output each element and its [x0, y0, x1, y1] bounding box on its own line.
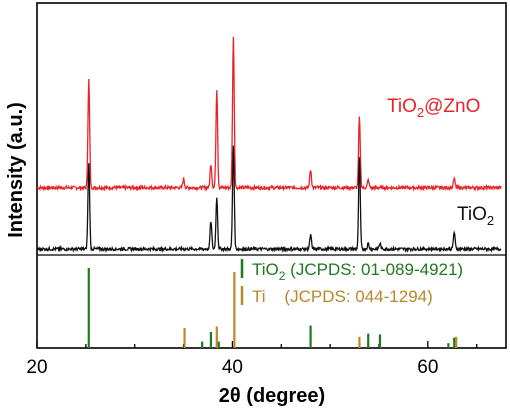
series-layer	[36, 36, 502, 254]
ref-label-tio2: TiO2 (JCPDS: 01-089-4921)	[252, 260, 463, 283]
series-tio2	[36, 145, 502, 254]
x-tick-label: 40	[222, 357, 243, 378]
x-tick-label: 20	[26, 357, 47, 378]
series-label-tio2-zno: TiO2@ZnO	[387, 96, 480, 120]
y-axis-title: Intensity (a.u.)	[5, 102, 27, 238]
x-axis-title: 2θ (degree)	[219, 385, 325, 407]
series-tio2_zno	[36, 36, 502, 192]
reference-layer	[87, 268, 458, 348]
plot-frame	[36, 2, 507, 349]
ref-label-ti: Ti (JCPDS: 044-1294)	[252, 287, 433, 306]
x-axis-ticks: 20 40 60	[26, 341, 478, 378]
series-label-tio2: TiO2	[457, 204, 494, 228]
x-tick-label: 60	[417, 357, 438, 378]
